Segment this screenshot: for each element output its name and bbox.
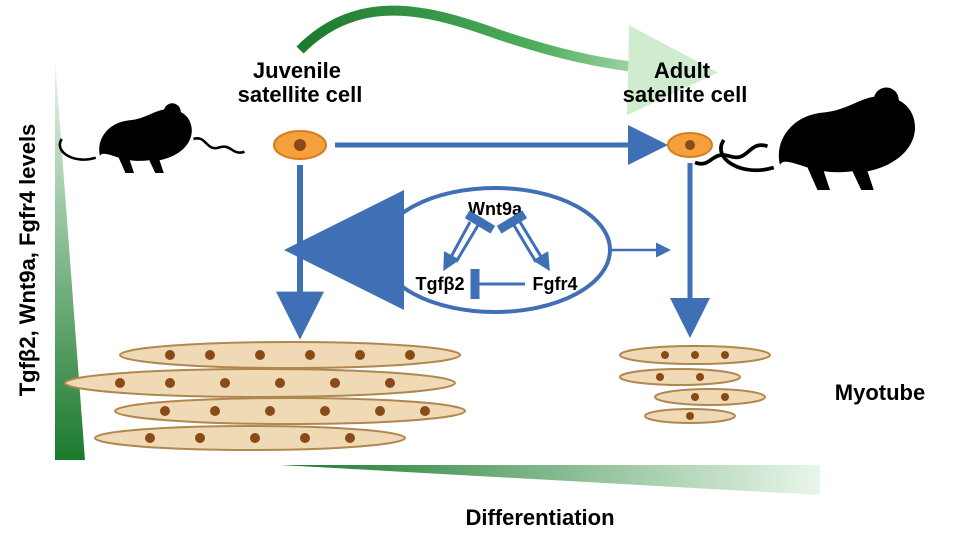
differentiation-label: Differentiation: [465, 505, 614, 530]
myotube-label: Myotube: [835, 380, 925, 405]
network-right-label: Fgfr4: [533, 274, 578, 294]
y-axis-levels-triangle: [55, 60, 85, 460]
network-top-label: Wnt9a: [468, 199, 523, 219]
adult-myotubes: [620, 346, 770, 423]
top-decline-curve: [300, 11, 700, 72]
differentiation-triangle: [280, 465, 820, 495]
regulatory-network: Wnt9a Tgfβ2 Fgfr4: [380, 188, 610, 312]
network-left-label: Tgfβ2: [416, 274, 465, 294]
juvenile-mouse: [60, 103, 245, 173]
juvenile-label: Juvenile satellite cell: [238, 58, 363, 107]
juvenile-myotubes: [65, 342, 465, 450]
adult-satellite-cell: [668, 133, 712, 157]
y-axis-label: Tgfβ2, Wnt9a, Fgfr4 levels: [15, 124, 40, 397]
juvenile-satellite-cell: [274, 131, 326, 159]
